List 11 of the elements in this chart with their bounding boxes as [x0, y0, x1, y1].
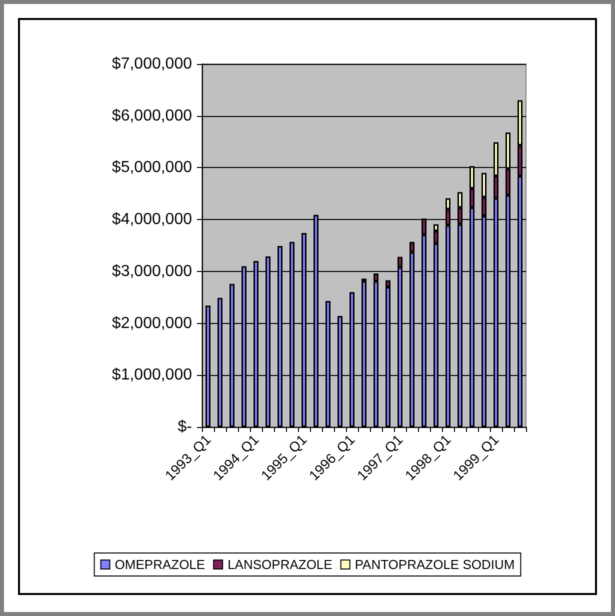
- y-tick-label: $2,000,000: [112, 314, 192, 332]
- legend-label: OMEPRAZOLE: [114, 557, 206, 572]
- y-tick-label: $7,000,000: [112, 56, 192, 72]
- y-tick-label: $3,000,000: [112, 262, 192, 280]
- y-tick-label: $1,000,000: [112, 366, 192, 384]
- y-tick-label: $-: [178, 418, 192, 436]
- y-tick-label: $6,000,000: [112, 107, 192, 124]
- legend-label: PANTOPRAZOLE SODIUM: [354, 557, 515, 572]
- legend-label: LANSOPRAZOLE: [228, 557, 333, 572]
- y-tick-label: $5,000,000: [112, 159, 192, 176]
- y-tick-label: $4,000,000: [112, 211, 192, 228]
